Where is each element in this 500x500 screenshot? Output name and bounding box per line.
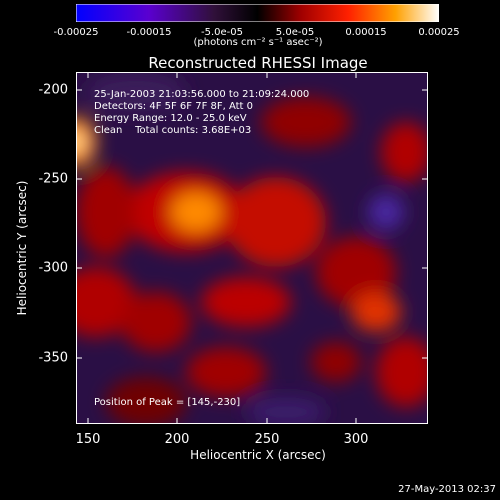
y-tick-label: -200 [38, 82, 68, 98]
y-tick-label: -250 [38, 171, 68, 187]
x-tick-label: 300 [343, 432, 369, 447]
peak-position: Position of Peak = [145,-230] [94, 397, 241, 408]
info-detectors: Detectors: 4F 5F 6F 7F 8F, Att 0 [94, 101, 254, 112]
colorbar-tick: 5.0e-05 [275, 27, 315, 38]
image-plot [76, 72, 428, 424]
y-tick-label: -300 [38, 260, 68, 276]
x-tick-label: 150 [75, 432, 101, 447]
colorbar-tick: -0.00015 [126, 27, 172, 38]
timestamp-footer: 27-May-2013 02:37 [398, 484, 496, 495]
x-axis-label: Heliocentric X (arcsec) [190, 448, 326, 462]
colorbar-tick: -0.00025 [53, 27, 99, 38]
colorbar-tick: 0.00025 [418, 27, 460, 38]
x-tick-label: 200 [164, 432, 190, 447]
info-time: 25-Jan-2003 21:03:56.000 to 21:09:24.000 [94, 89, 310, 100]
colorbar-tick: 0.00015 [345, 27, 387, 38]
y-axis-label: Heliocentric Y (arcsec) [15, 180, 29, 316]
plot-title: Reconstructed RHESSI Image [148, 54, 368, 72]
colorbar [76, 4, 439, 22]
info-energy: Energy Range: 12.0 - 25.0 keV [94, 113, 247, 124]
colorbar-unit: (photons cm⁻² s⁻¹ asec⁻²) [193, 37, 323, 48]
info-clean: Clean Total counts: 3.68E+03 [94, 125, 252, 136]
x-tick-label: 250 [254, 432, 280, 447]
colorbar-tick: -5.0e-05 [201, 27, 243, 38]
y-tick-label: -350 [38, 350, 68, 366]
